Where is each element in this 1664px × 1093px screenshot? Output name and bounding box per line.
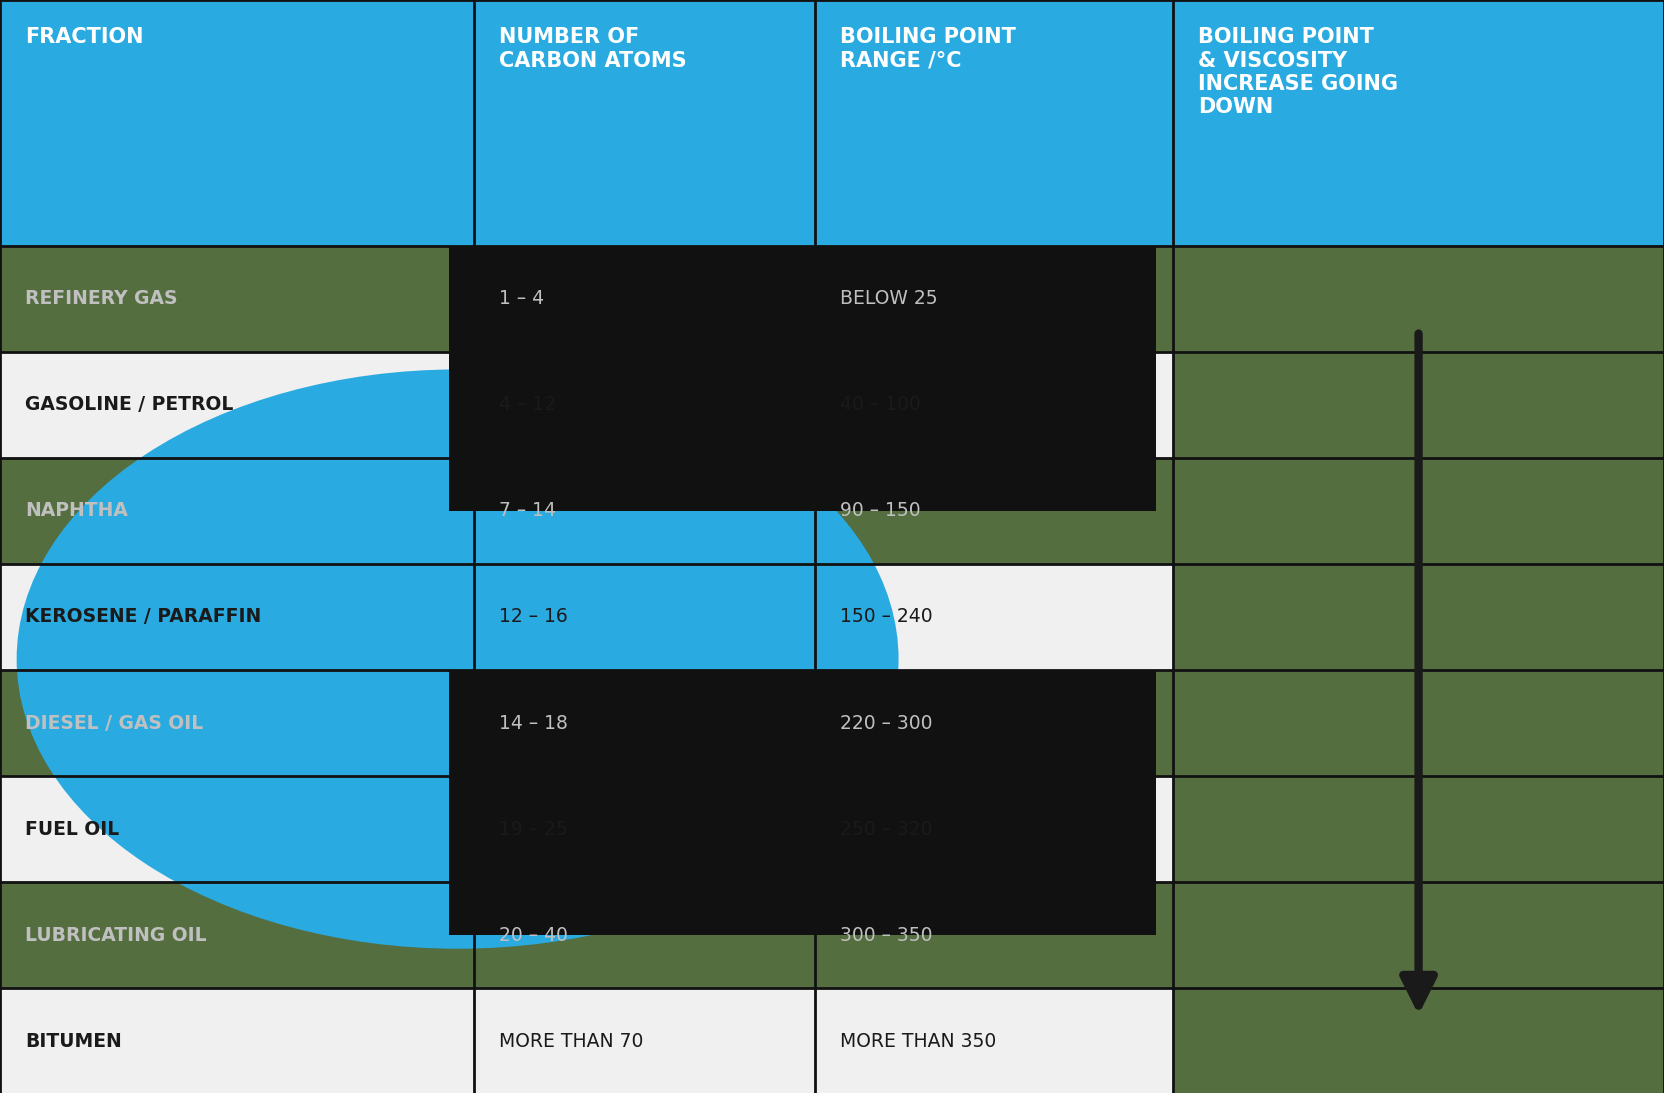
Bar [0,0,474,246]
Text: MORE THAN 350: MORE THAN 350 [840,1032,997,1050]
Text: 7 – 14: 7 – 14 [499,502,556,520]
Text: DIESEL / GAS OIL: DIESEL / GAS OIL [25,714,203,732]
Bar [815,246,1173,352]
Bar [815,988,1173,1093]
Bar [474,564,815,670]
Text: BOILING POINT
& VISCOSITY
INCREASE GOING
DOWN: BOILING POINT & VISCOSITY INCREASE GOING… [1198,27,1398,117]
Bar [815,776,1173,882]
Bar [0,564,474,670]
Text: 20 – 40: 20 – 40 [499,926,567,944]
Text: 220 – 300: 220 – 300 [840,714,934,732]
Text: BOILING POINT
RANGE /°C: BOILING POINT RANGE /°C [840,27,1017,71]
Text: 90 – 150: 90 – 150 [840,502,920,520]
Text: MORE THAN 70: MORE THAN 70 [499,1032,644,1050]
Text: KEROSENE / PARAFFIN: KEROSENE / PARAFFIN [25,608,261,626]
Bar [1173,776,1664,882]
Bar [474,458,815,564]
Bar [1173,246,1664,352]
Polygon shape [449,246,1156,512]
Circle shape [17,369,899,949]
Bar [815,458,1173,564]
Bar [815,352,1173,458]
Text: 4 – 12: 4 – 12 [499,396,556,414]
Text: FUEL OIL: FUEL OIL [25,820,120,838]
Bar [1173,564,1664,670]
Bar [0,352,474,458]
Text: BELOW 25: BELOW 25 [840,290,938,308]
Bar [0,988,474,1093]
Text: FRACTION: FRACTION [25,27,143,47]
Bar [815,564,1173,670]
Bar [1173,882,1664,988]
Bar [815,882,1173,988]
Text: REFINERY GAS: REFINERY GAS [25,290,178,308]
Text: NUMBER OF
CARBON ATOMS: NUMBER OF CARBON ATOMS [499,27,687,71]
Bar [1173,670,1664,776]
Text: 14 – 18: 14 – 18 [499,714,567,732]
Bar [0,776,474,882]
Bar [1173,0,1664,246]
Text: 1 – 4: 1 – 4 [499,290,544,308]
Bar [0,882,474,988]
Bar [474,988,815,1093]
Text: 150 – 240: 150 – 240 [840,608,934,626]
Text: LUBRICATING OIL: LUBRICATING OIL [25,926,206,944]
Bar [474,246,815,352]
Bar [815,670,1173,776]
Bar [0,246,474,352]
Polygon shape [449,670,1156,936]
Text: 250 – 320: 250 – 320 [840,820,934,838]
Text: BITUMEN: BITUMEN [25,1032,121,1050]
Text: 19 – 25: 19 – 25 [499,820,567,838]
Bar [0,670,474,776]
Text: 12 – 16: 12 – 16 [499,608,567,626]
Bar [1173,458,1664,564]
Bar [0,458,474,564]
Bar [1173,988,1664,1093]
Bar [474,352,815,458]
Bar [474,670,815,776]
Bar [474,0,815,246]
Text: 40 – 100: 40 – 100 [840,396,922,414]
Text: GASOLINE / PETROL: GASOLINE / PETROL [25,396,233,414]
Text: 300 – 350: 300 – 350 [840,926,934,944]
Bar [474,882,815,988]
Text: NAPHTHA: NAPHTHA [25,502,128,520]
Bar [815,0,1173,246]
Bar [474,776,815,882]
Bar [1173,352,1664,458]
